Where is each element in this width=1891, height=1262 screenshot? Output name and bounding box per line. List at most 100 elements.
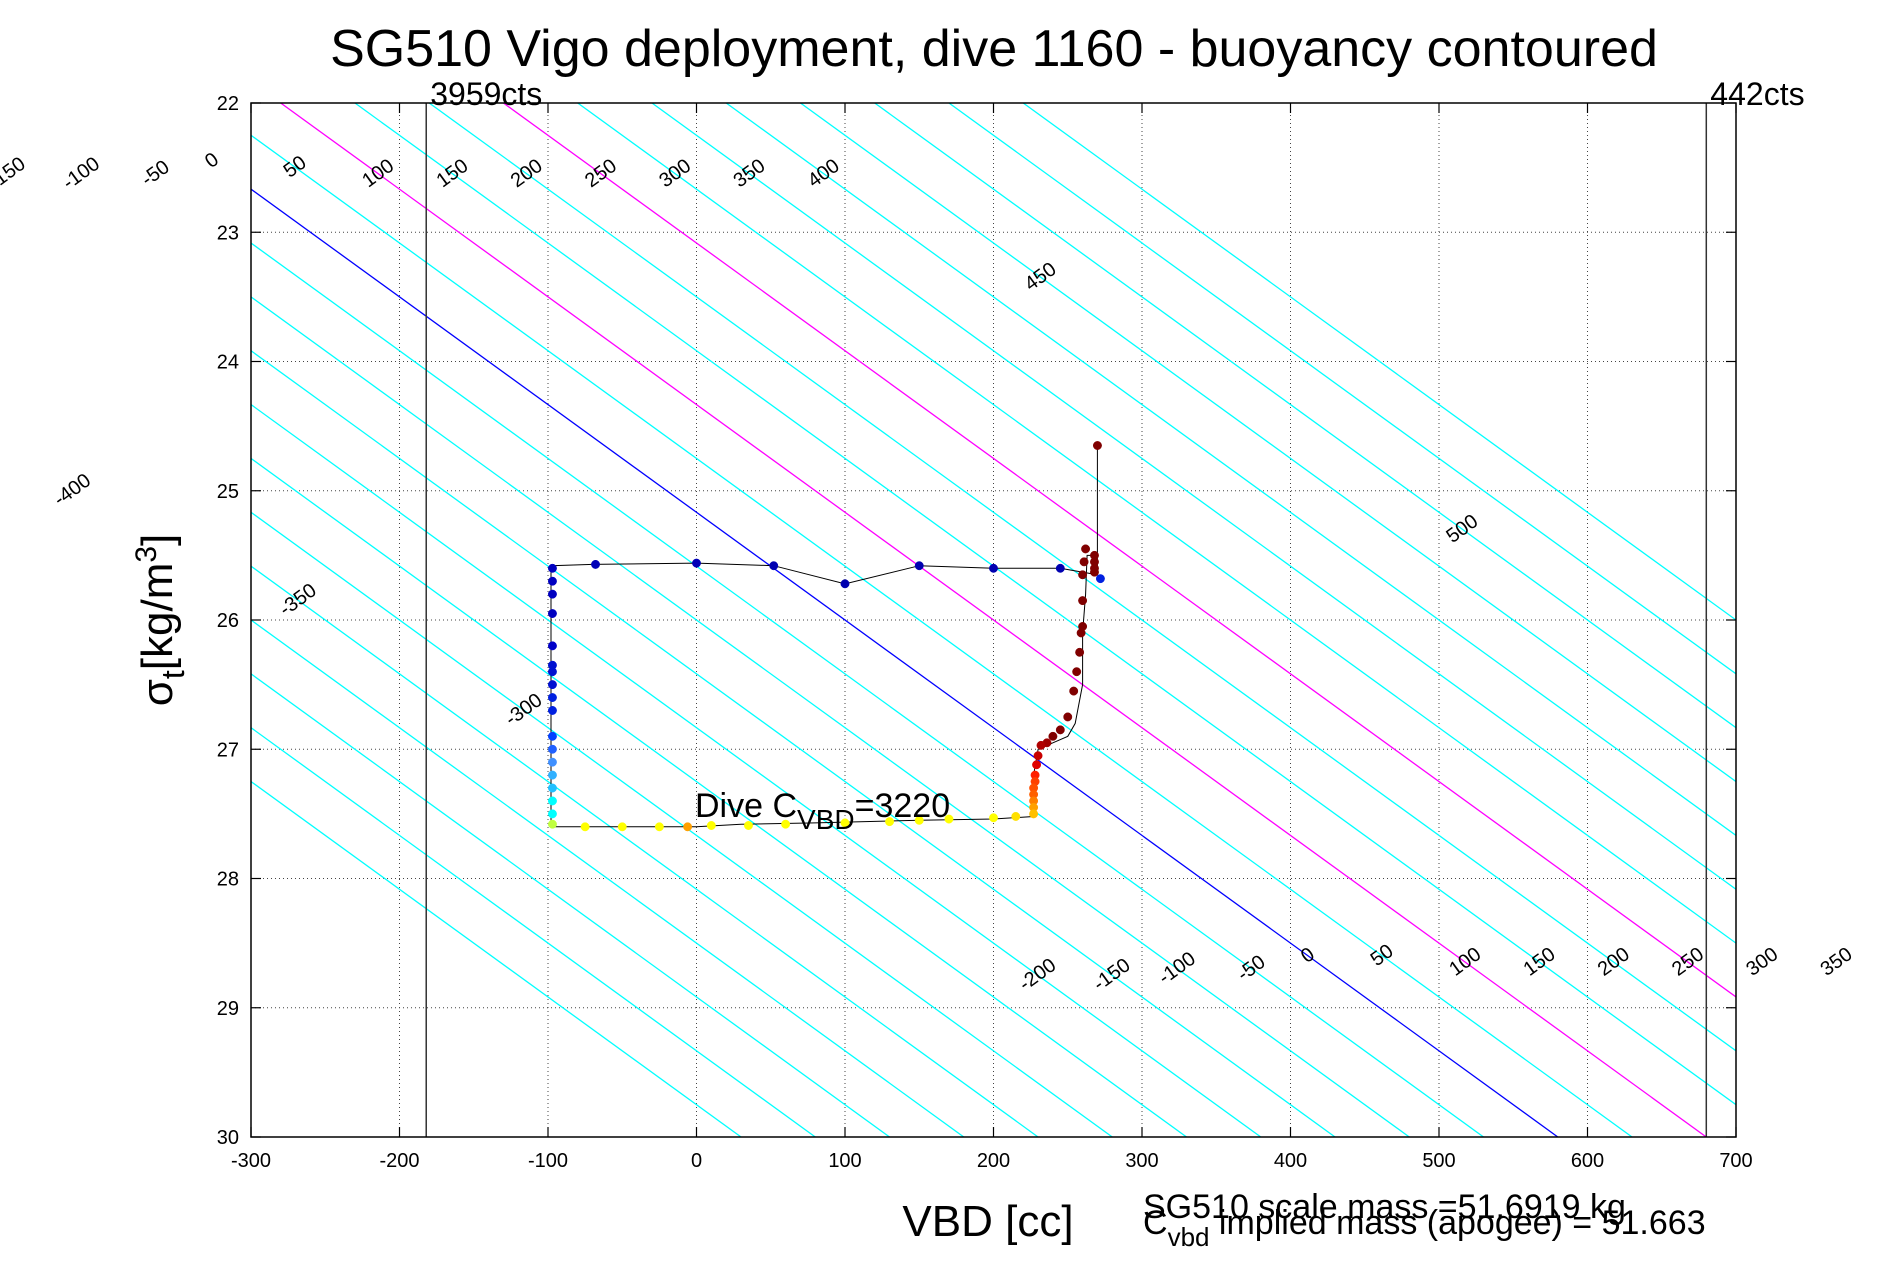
dive-point (617, 822, 627, 832)
dive-point (1081, 544, 1091, 554)
contour-label: 350 (1817, 943, 1857, 980)
dive-point (1036, 740, 1046, 750)
y-tick-label: 29 (217, 998, 239, 1020)
contour-line (251, 349, 1336, 1137)
dive-point (744, 821, 753, 830)
dive-trace (550, 445, 1098, 828)
contour-label: -400 (50, 470, 95, 511)
dive-point (1095, 574, 1105, 584)
dive-point (944, 814, 954, 824)
contour-label: 100 (358, 155, 398, 192)
dive-point (683, 822, 693, 832)
contour-label: 200 (1594, 943, 1634, 980)
contour-line (251, 296, 1410, 1137)
y-axis-label-sub: t (155, 670, 191, 679)
contour-line (251, 457, 1187, 1137)
dive-point (989, 563, 998, 573)
contour-line (577, 103, 1736, 944)
contour-line (725, 103, 1736, 837)
dive-point (781, 819, 791, 829)
contour-line (503, 103, 1736, 998)
y-tick-label: 23 (217, 222, 239, 244)
dive-point (548, 680, 557, 690)
contour-label: -350 (275, 579, 320, 620)
dive-point (840, 579, 850, 589)
y-axis-label-close: ] (133, 534, 182, 546)
dive-point (548, 796, 557, 806)
dive-point (1090, 567, 1099, 577)
contour-label: -50 (137, 156, 173, 191)
dive-points (548, 441, 1105, 832)
contour-label: 100 (1445, 943, 1485, 980)
cvbd-implied-mass-c: C (1143, 1204, 1168, 1242)
dive-point (654, 822, 664, 832)
contour-line (1022, 103, 1736, 621)
contour-label: 400 (804, 155, 844, 192)
x-axis-label: VBD [cc] (902, 1197, 1073, 1246)
contour-line (251, 134, 1633, 1137)
dive-point (692, 558, 701, 568)
x-tick-label: -200 (379, 1150, 419, 1172)
contour-label: 500 (1442, 510, 1482, 547)
contour-line (251, 403, 1262, 1137)
dive-point (1029, 809, 1039, 819)
dive-point (1079, 557, 1089, 567)
contour-line (651, 103, 1736, 891)
contour-label: 300 (1742, 943, 1782, 980)
dive-point (548, 731, 557, 741)
contour-label: 250 (1668, 943, 1708, 980)
cvbd-implied-mass-sub: vbd (1168, 1222, 1210, 1252)
dive-point (548, 609, 557, 618)
contour-line (251, 188, 1559, 1137)
dive-point (548, 770, 557, 780)
contour-label: 50 (280, 152, 311, 183)
dive-point (548, 693, 557, 702)
x-tick-label: 200 (977, 1150, 1010, 1172)
x-tick-label: -300 (231, 1150, 271, 1172)
y-axis-label: σt[kg/m3] (130, 534, 191, 707)
contour-label: 350 (730, 155, 770, 192)
dive-point (989, 813, 998, 823)
y-axis-label-sup: 3 (130, 546, 163, 563)
dive-point (548, 783, 557, 793)
dive-cvbd-label: Dive CVBD=3220 (695, 787, 950, 835)
y-axis-label-symbol: σ (133, 679, 182, 706)
x-tick-label: 100 (828, 1150, 861, 1172)
dive-point (706, 821, 716, 830)
dive-point (1093, 441, 1102, 450)
contour-line (251, 511, 1113, 1137)
chart-title: SG510 Vigo deployment, dive 1160 - buoya… (330, 20, 1658, 78)
vbd-limit-label-max: 3959cts (430, 76, 542, 112)
vbd-limit-lines: 3959cts 442cts (425, 76, 1805, 1137)
dive-point (840, 818, 850, 828)
contour-line (874, 103, 1736, 729)
dive-point (1032, 760, 1042, 770)
dive-point (548, 744, 557, 754)
dive-point (548, 576, 557, 586)
x-tick-label: 600 (1571, 1150, 1604, 1172)
cvbd-implied-mass-rest: implied mass (apogee) = 51.663 (1209, 1204, 1705, 1242)
contour-line (354, 103, 1736, 1106)
contour-label: 450 (1021, 258, 1061, 295)
dive-point (1011, 812, 1021, 821)
contour-label: 200 (507, 155, 547, 192)
contour-label: -150 (0, 153, 30, 194)
contour-line (251, 780, 742, 1137)
contour-line (948, 103, 1736, 675)
contour-line (280, 103, 1707, 1137)
dive-point (769, 561, 779, 571)
contour-label: -200 (1015, 954, 1060, 995)
y-tick-label: 27 (217, 739, 239, 761)
dive-point (580, 822, 590, 832)
dive-point (548, 809, 557, 819)
contour-label: 50 (1367, 940, 1398, 971)
vbd-limit-label-min: 442cts (1710, 76, 1804, 112)
dive-point (548, 563, 557, 573)
contour-label: 0 (201, 148, 223, 172)
x-tick-label: -100 (528, 1150, 568, 1172)
dive-point (548, 641, 557, 651)
contour-line (800, 103, 1736, 783)
y-tick-label: 30 (217, 1127, 239, 1149)
dive-point (1055, 563, 1065, 573)
